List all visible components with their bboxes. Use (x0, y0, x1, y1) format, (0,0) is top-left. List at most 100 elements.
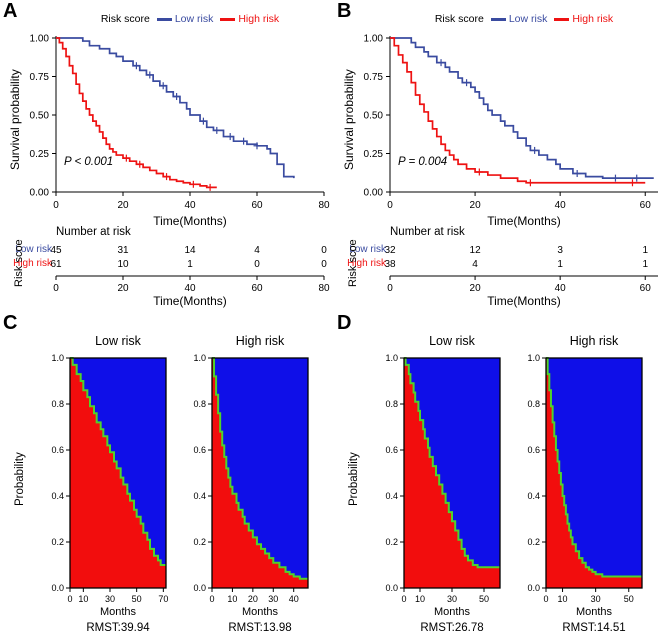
svg-text:20: 20 (470, 283, 482, 294)
svg-text:0: 0 (53, 200, 59, 211)
svg-text:0.0: 0.0 (527, 583, 540, 593)
svg-text:1.0: 1.0 (527, 353, 540, 363)
svg-text:12: 12 (470, 245, 482, 256)
panel-c: C Probability Low risk 0.0 0.2 0.4 0.6 0.8 1.… (0, 312, 334, 641)
svg-text:80: 80 (318, 200, 330, 211)
panel-b-letter: B (337, 0, 352, 22)
legend-item-high-risk: High risk (554, 13, 613, 25)
risk-table-axis-label: Risk scoe (13, 239, 25, 287)
svg-text:50: 50 (132, 594, 142, 604)
risk-table-title: Number at risk (56, 226, 131, 238)
svg-text:20: 20 (117, 283, 129, 294)
svg-text:0: 0 (321, 259, 327, 270)
risk-row-low-label: Low risk (15, 244, 52, 255)
svg-text:60: 60 (251, 283, 263, 294)
svg-text:4: 4 (254, 245, 260, 256)
risk-table-title: Number at risk (390, 226, 465, 238)
panel-d: D Probability Low risk 0.0 0.2 0.4 0.6 0.8 1.… (334, 312, 668, 641)
legend-title: Risk score (434, 13, 484, 25)
svg-text:0.4: 0.4 (385, 491, 398, 501)
rmst-value-label: RMST:26.78 (420, 622, 484, 634)
svg-text:20: 20 (248, 594, 258, 604)
panel-a: A Risk score Low risk High risk Survival… (0, 0, 334, 312)
panel-b: B Risk score Low risk High risk Survival… (334, 0, 668, 312)
rmst-chart-c-high: 0.0 0.2 0.4 0.6 0.8 1.0 0 10 20 30 40 (168, 352, 320, 614)
rmst-chart-c-low: 0.0 0.2 0.4 0.6 0.8 1.0 0 10 30 50 70 (26, 352, 178, 614)
svg-text:1: 1 (557, 259, 563, 270)
svg-text:50: 50 (479, 594, 489, 604)
svg-text:40: 40 (555, 283, 567, 294)
x-axis-label: Time(Months) (487, 214, 561, 228)
months-axis-label: Months (575, 606, 613, 618)
svg-text:0.4: 0.4 (51, 491, 64, 501)
legend-high-risk-label: High risk (572, 13, 614, 25)
svg-text:10: 10 (227, 594, 237, 604)
svg-text:70: 70 (158, 594, 168, 604)
svg-text:0.50: 0.50 (30, 111, 50, 122)
legend-item-low-risk: Low risk (156, 13, 213, 25)
svg-text:0.8: 0.8 (193, 399, 206, 409)
svg-text:0.6: 0.6 (193, 445, 206, 455)
risk-row-high-label: High risk (347, 258, 386, 269)
svg-text:3: 3 (557, 245, 563, 256)
subplot-high-risk: High risk 0.0 0.2 0.4 0.6 0.8 1.0 0 10 30 50 Mont… (502, 334, 654, 640)
svg-text:10: 10 (558, 594, 568, 604)
high-risk-line-icon (554, 17, 570, 21)
risk-table-x-axis-label: Time(Months) (487, 294, 561, 308)
svg-text:4: 4 (472, 259, 478, 270)
svg-text:0.6: 0.6 (51, 445, 64, 455)
legend-low-risk-label: Low risk (508, 13, 548, 25)
panel-b-legend: Risk score Low risk High risk (334, 13, 668, 25)
rmst-value-label: RMST:14.51 (562, 622, 626, 634)
svg-text:30: 30 (268, 594, 278, 604)
svg-text:50: 50 (624, 594, 634, 604)
svg-text:1.0: 1.0 (193, 353, 206, 363)
svg-text:60: 60 (640, 200, 652, 211)
rmst-chart-d-low: 0.0 0.2 0.4 0.6 0.8 1.0 0 10 30 50 (360, 352, 512, 614)
svg-text:40: 40 (184, 200, 196, 211)
svg-text:0: 0 (387, 283, 393, 294)
rmst-chart-d-high: 0.0 0.2 0.4 0.6 0.8 1.0 0 10 30 50 (502, 352, 654, 614)
probability-axis-label: Probability (348, 452, 360, 506)
risk-row-low-label: Low risk (349, 244, 386, 255)
panel-d-letter: D (337, 312, 352, 334)
months-axis-label: Months (433, 606, 471, 618)
legend-title: Risk score (100, 13, 150, 25)
svg-text:0.6: 0.6 (527, 445, 540, 455)
svg-text:31: 31 (117, 245, 129, 256)
subplot-title: High risk (569, 334, 619, 348)
svg-text:1.0: 1.0 (51, 353, 64, 363)
subplot-high-risk: High risk 0.0 0.2 0.4 0.6 0.8 1.0 0 10 20 30 40 Mo… (168, 334, 320, 640)
subplot-title: Low risk (429, 334, 475, 348)
rmst-value-label: RMST:39.94 (86, 622, 150, 634)
months-axis-label: Months (99, 606, 137, 618)
svg-text:0.2: 0.2 (527, 537, 540, 547)
svg-text:0.0: 0.0 (385, 583, 398, 593)
svg-text:0: 0 (401, 594, 406, 604)
svg-text:0.8: 0.8 (51, 399, 64, 409)
panel-a-letter: A (3, 0, 18, 22)
svg-text:40: 40 (555, 200, 567, 211)
svg-text:0.2: 0.2 (385, 537, 398, 547)
svg-text:1.0: 1.0 (385, 353, 398, 363)
svg-text:61: 61 (50, 259, 62, 270)
svg-text:0.2: 0.2 (193, 537, 206, 547)
svg-text:10: 10 (78, 594, 88, 604)
svg-text:10: 10 (415, 594, 425, 604)
svg-text:1: 1 (642, 259, 648, 270)
svg-text:20: 20 (117, 200, 129, 211)
svg-text:32: 32 (384, 245, 396, 256)
svg-text:0: 0 (209, 594, 214, 604)
svg-text:0: 0 (67, 594, 72, 604)
subplot-title: Low risk (95, 334, 141, 348)
svg-text:1: 1 (187, 259, 193, 270)
svg-text:0.6: 0.6 (385, 445, 398, 455)
svg-text:0.25: 0.25 (30, 149, 50, 160)
subplot-title: High risk (235, 334, 285, 348)
risk-table-axis-label: Risk scoe (347, 239, 359, 287)
svg-text:10: 10 (117, 259, 129, 270)
svg-text:0: 0 (321, 245, 327, 256)
panel-c-letter: C (3, 312, 18, 334)
svg-text:0: 0 (543, 594, 548, 604)
